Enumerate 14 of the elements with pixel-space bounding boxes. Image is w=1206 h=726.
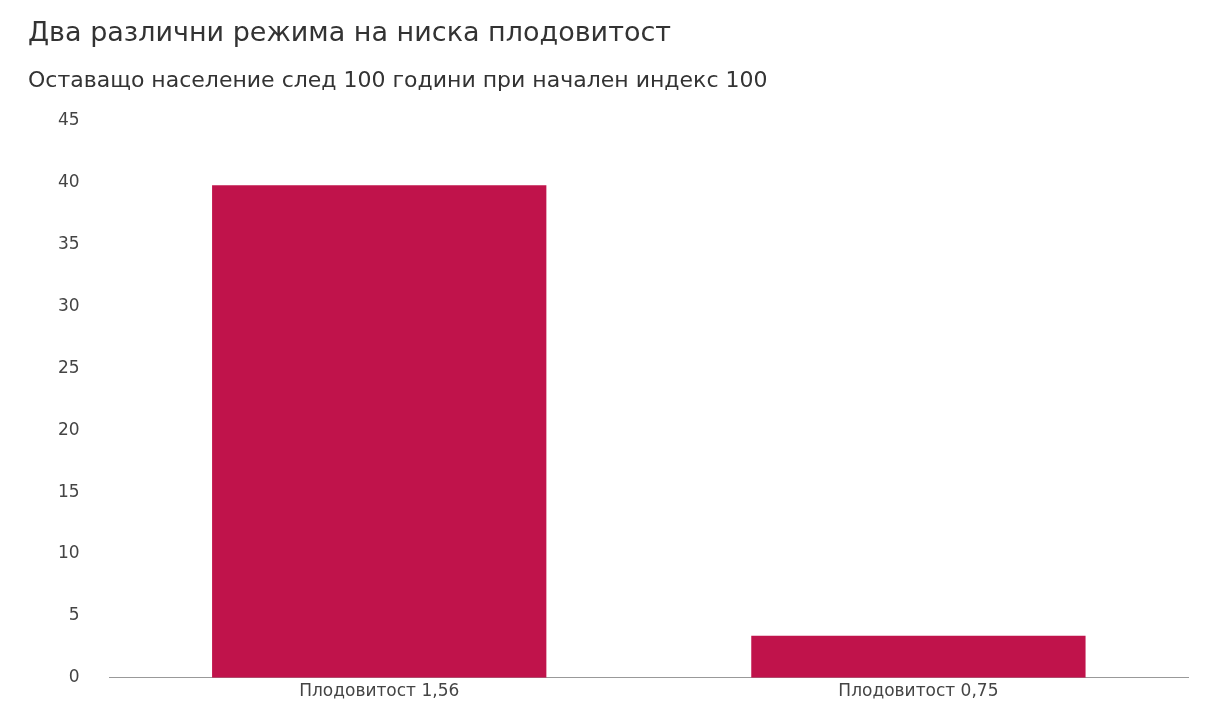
x-tick-label: Плодовитост 1,56 (299, 680, 460, 701)
y-tick-label: 20 (57, 418, 80, 439)
y-tick-label: 45 (57, 109, 80, 130)
y-tick-label: 35 (57, 233, 80, 253)
y-tick-label: 40 (57, 171, 80, 192)
y-tick-label: 0 (68, 666, 80, 687)
y-tick-label: 25 (57, 356, 80, 377)
x-tick-label: Плодовитост 0,75 (838, 680, 999, 701)
y-tick-label: 30 (57, 294, 80, 315)
chart-subtitle: Оставащо население след 100 години при начален индекс 100 (28, 67, 768, 93)
y-tick-label: 10 (57, 542, 80, 563)
y-tick-label: 15 (57, 480, 80, 501)
y-tick-label: 5 (68, 604, 80, 625)
chart-title: Два различни режима на ниска плодовитост (28, 16, 671, 48)
